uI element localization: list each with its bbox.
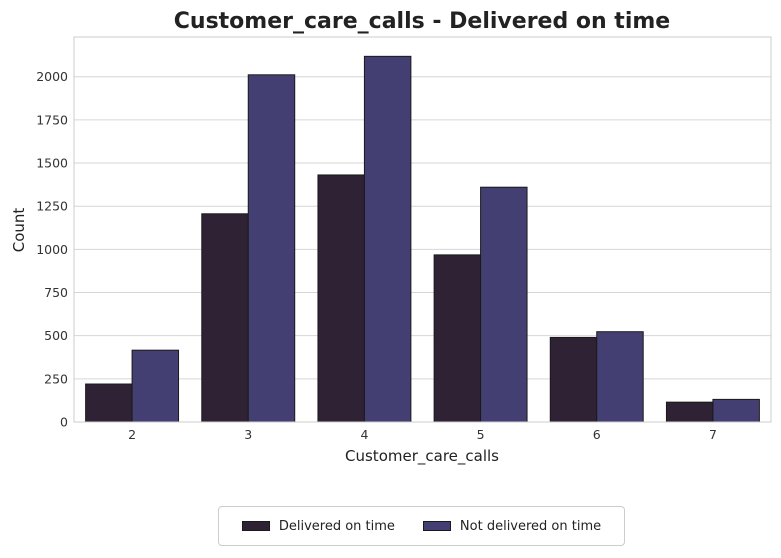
y-tick-label: 2000 (36, 69, 68, 84)
bar-delivered (201, 213, 249, 423)
bar-delivered (433, 254, 482, 423)
y-tick-label: 750 (44, 285, 68, 300)
y-axis-label: Count (10, 208, 28, 253)
x-tick-label: 2 (128, 427, 136, 442)
x-tick-label: 4 (360, 427, 368, 442)
legend-swatch-not-delivered (422, 521, 451, 531)
bar-not-delivered (363, 55, 412, 423)
legend-item-delivered: Delivered on time (241, 518, 395, 534)
bar-delivered (317, 174, 365, 423)
y-tick-label: 1500 (36, 156, 68, 171)
bar-not-delivered (596, 331, 644, 423)
chart-title: Customer_care_calls - Delivered on time (174, 9, 670, 34)
y-tick-label: 250 (44, 371, 68, 386)
bar-delivered (549, 336, 598, 423)
y-tick-labels: 0 250 500 750 1000 1250 1500 1750 2000 (36, 69, 68, 429)
y-tick-label: 1250 (36, 199, 68, 214)
legend-swatch-delivered (241, 521, 270, 531)
x-tick-label: 6 (593, 427, 601, 442)
grid (74, 76, 771, 423)
bar-not-delivered (712, 398, 760, 423)
bar-not-delivered (247, 74, 296, 423)
bars (85, 55, 760, 423)
y-tick-label: 0 (60, 415, 68, 430)
x-tick-labels: 2 3 4 5 6 7 (128, 427, 717, 442)
bar-not-delivered (480, 186, 528, 423)
y-tick-label: 1000 (36, 242, 68, 257)
legend-label-not-delivered: Not delivered on time (459, 518, 602, 534)
x-tick-label: 7 (709, 427, 717, 442)
plot-frame (73, 36, 772, 423)
bar-delivered (85, 383, 133, 423)
y-tick-label: 1750 (36, 112, 68, 127)
x-axis-label: Customer_care_calls (345, 447, 499, 466)
legend: Delivered on time Not delivered on time (218, 506, 625, 546)
bar-not-delivered (131, 349, 180, 423)
legend-label-delivered: Delivered on time (278, 518, 395, 534)
legend-item-not-delivered: Not delivered on time (422, 518, 602, 534)
x-tick-label: 5 (477, 427, 485, 442)
bar-delivered (665, 401, 714, 423)
x-tick-label: 3 (244, 427, 252, 442)
y-tick-label: 500 (44, 328, 68, 343)
